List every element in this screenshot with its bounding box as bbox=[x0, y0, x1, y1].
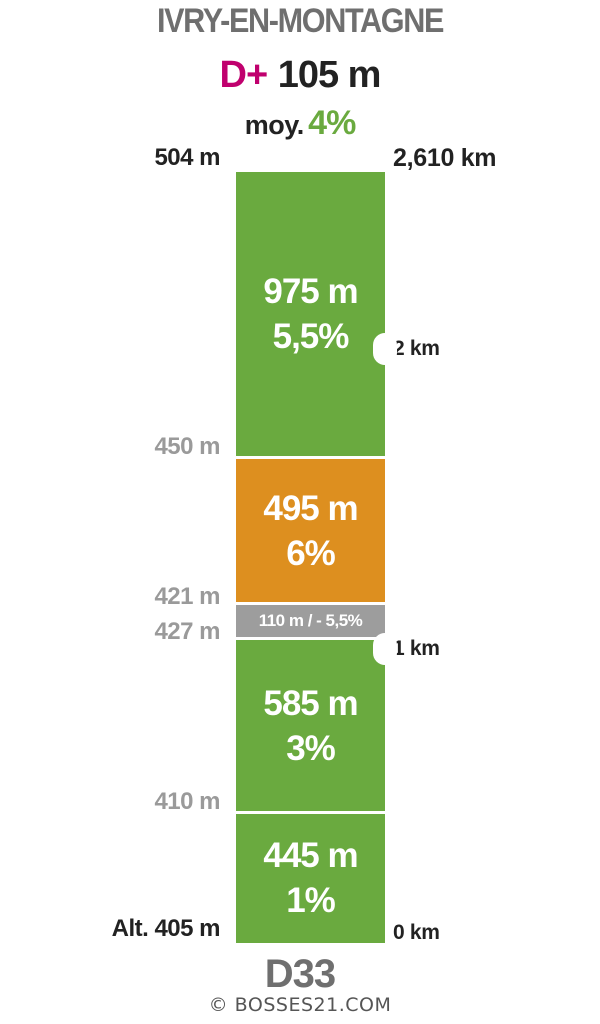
segment-label: 110 m / - 5,5% bbox=[258, 611, 363, 631]
km-marker-notch bbox=[373, 633, 397, 666]
km-marker-notch bbox=[373, 333, 397, 366]
profile-segment: 975 m 5,5% bbox=[236, 172, 385, 456]
distance-label: 1 km bbox=[393, 637, 440, 661]
segment-gradient-label: 1% bbox=[286, 881, 336, 921]
segment-length-label: 495 m bbox=[263, 488, 358, 528]
copyright-credit: © BOSSES21.COM bbox=[208, 994, 392, 1016]
altitude-label: 410 m bbox=[154, 787, 220, 815]
profile-segment: 585 m 3% bbox=[236, 640, 385, 811]
segment-length-label: 585 m bbox=[263, 683, 358, 723]
avg-label: moy. bbox=[244, 110, 305, 140]
elevation-gain: D+ 105 m bbox=[0, 54, 600, 97]
profile-segment: 445 m 1% bbox=[236, 813, 385, 943]
profile-segment: 495 m 6% bbox=[236, 458, 385, 603]
altitude-label: Alt. 405 m bbox=[111, 915, 221, 942]
segment-gradient-label: 3% bbox=[286, 728, 336, 768]
segment-gradient-label: 5,5% bbox=[272, 316, 350, 356]
altitude-label: 504 m bbox=[154, 144, 220, 171]
distance-label: 2,610 km bbox=[393, 144, 497, 172]
altitude-label: 421 m bbox=[154, 583, 220, 611]
climb-title: IVRY-EN-MONTAGNE bbox=[156, 2, 444, 40]
distance-label: 0 km bbox=[393, 921, 440, 944]
segment-gradient-label: 6% bbox=[286, 533, 336, 573]
distance-label: 2 km bbox=[393, 337, 440, 361]
segment-length-label: 445 m bbox=[263, 836, 358, 876]
road-name: D33 bbox=[264, 952, 336, 996]
average-gradient: moy. 4% bbox=[0, 104, 600, 143]
avg-value: 4% bbox=[308, 104, 356, 142]
dplus-value: 105 m bbox=[277, 54, 382, 96]
altitude-label: 427 m bbox=[154, 618, 220, 646]
altitude-label: 450 m bbox=[154, 432, 220, 460]
dplus-label: D+ bbox=[219, 54, 269, 96]
segment-length-label: 975 m bbox=[263, 271, 358, 311]
profile-segment: 110 m / - 5,5% bbox=[236, 605, 385, 638]
